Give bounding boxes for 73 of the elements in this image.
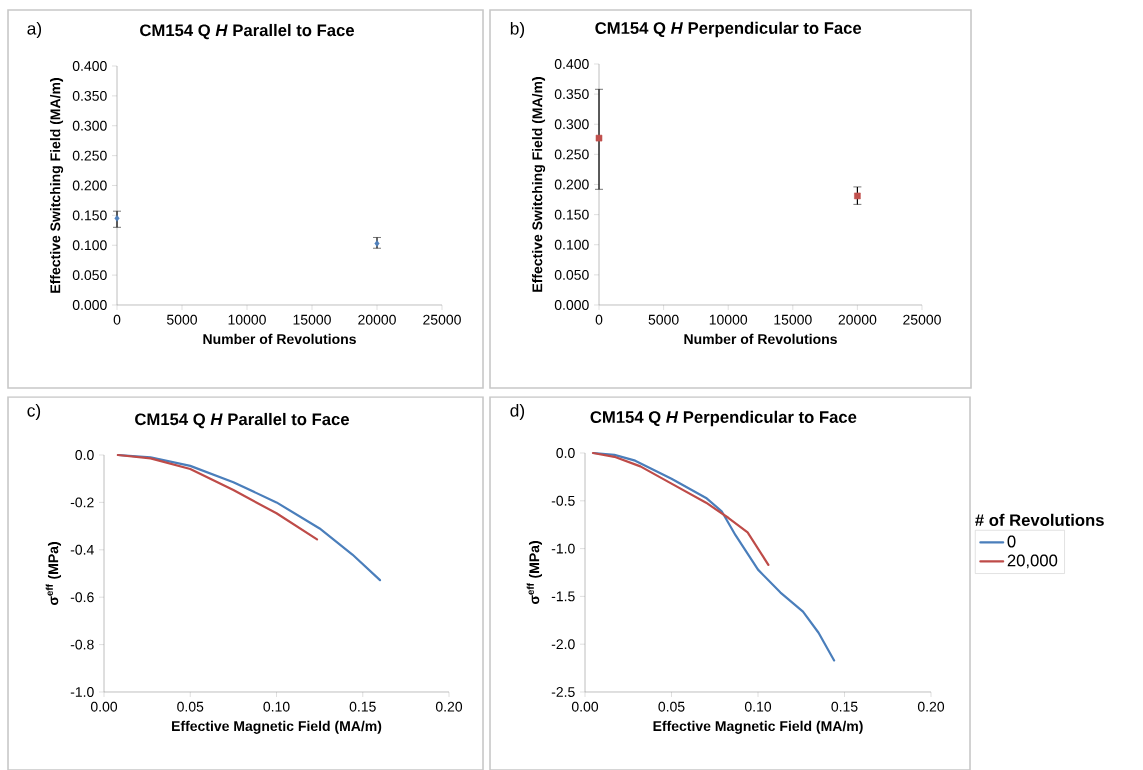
y-tick-label: 0.200 bbox=[554, 179, 589, 190]
text: b) bbox=[510, 21, 525, 39]
y-axis-title: Effective Switching Field (MA/m) bbox=[532, 77, 546, 292]
y-tick-label: 0.100 bbox=[72, 240, 107, 251]
x-tick-label: 0.20 bbox=[917, 701, 945, 712]
y-tick-label: -0.2 bbox=[70, 497, 94, 508]
y-tick-label: -1.0 bbox=[70, 687, 94, 697]
x-tick-label: 0 bbox=[113, 314, 121, 325]
y-tick-label: -0.6 bbox=[70, 592, 94, 603]
x-tick-label: 20000 bbox=[838, 314, 877, 325]
x-tick-label: 5000 bbox=[648, 314, 679, 325]
y-tick-label: -2.5 bbox=[551, 687, 575, 697]
y-tick-label: 0.300 bbox=[554, 119, 589, 130]
x-tick-label: 20000 bbox=[358, 314, 396, 325]
x-tick-label: 0.05 bbox=[177, 701, 204, 712]
x-tick-label: 25000 bbox=[423, 314, 461, 325]
x-tick-label: 5000 bbox=[167, 314, 198, 325]
y-tick-label: -0.5 bbox=[551, 495, 575, 506]
chart-title: CM154 Q H Perpendicular to Face bbox=[595, 21, 862, 38]
y-tick-label: 0.250 bbox=[554, 149, 589, 160]
x-axis-title: Effective Magnetic Field (MA/m) bbox=[653, 720, 863, 734]
y-tick-label: -0.4 bbox=[70, 544, 94, 555]
y-tick-label: -2.0 bbox=[551, 639, 575, 650]
chart-title: CM154 Q H Parallel to Face bbox=[135, 412, 350, 429]
y-tick-label: -1.5 bbox=[551, 591, 575, 602]
legend-title: # of Revolutions bbox=[975, 513, 1104, 527]
y-tick-label: 0.150 bbox=[72, 210, 107, 221]
y-axis-title: σ$^{eff}$ (MPa) bbox=[526, 541, 543, 605]
x-tick-label: 10000 bbox=[709, 314, 748, 325]
y-tick-label: -0.8 bbox=[70, 639, 94, 650]
line-series bbox=[591, 451, 770, 566]
text: c) bbox=[27, 403, 41, 421]
x-tick-label: 0.20 bbox=[435, 701, 463, 712]
y-tick-label: 0.050 bbox=[554, 269, 589, 280]
x-tick-label: 0.05 bbox=[658, 701, 685, 712]
y-tick-label: 0.300 bbox=[72, 120, 107, 131]
legend-label: 0 bbox=[1007, 535, 1016, 548]
line-series bbox=[116, 453, 319, 541]
y-axis-title: Effective Switching Field (MA/m) bbox=[50, 78, 64, 293]
y-tick-label: 0.0 bbox=[556, 448, 575, 458]
y-tick-label: 0.000 bbox=[72, 300, 107, 310]
y-tick-label: 0.400 bbox=[72, 61, 107, 71]
y-tick-label: 0.200 bbox=[72, 180, 107, 191]
x-tick-label: 25000 bbox=[903, 314, 941, 325]
y-tick-label: 0.250 bbox=[72, 150, 107, 161]
x-tick-label: 0 bbox=[595, 314, 603, 325]
x-axis-title: Number of Revolutions bbox=[684, 333, 837, 345]
y-tick-label: 0.350 bbox=[72, 90, 107, 101]
y-tick-label: 0.350 bbox=[554, 89, 589, 100]
y-tick-label: 0.150 bbox=[554, 209, 589, 220]
x-tick-label: 0.10 bbox=[263, 701, 290, 712]
x-tick-label: 0.15 bbox=[349, 701, 376, 712]
x-tick-label: 15000 bbox=[774, 314, 812, 325]
y-axis-title: σ$^{eff}$ (MPa) bbox=[45, 542, 62, 606]
y-tick-label: 0.000 bbox=[554, 300, 589, 310]
x-tick-label: 0.15 bbox=[831, 701, 858, 712]
text: d) bbox=[510, 403, 525, 421]
text: a) bbox=[27, 21, 42, 39]
x-tick-label: 15000 bbox=[293, 314, 331, 325]
y-tick-label: 0.0 bbox=[75, 450, 94, 460]
x-axis-title: Number of Revolutions bbox=[203, 333, 356, 345]
y-tick-label: 0.050 bbox=[72, 270, 107, 281]
chart-title: CM154 Q H Perpendicular to Face bbox=[590, 410, 857, 427]
x-tick-label: 10000 bbox=[228, 314, 266, 325]
x-tick-label: 0.00 bbox=[571, 701, 599, 712]
chart-title: CM154 Q H Parallel to Face bbox=[140, 23, 355, 40]
y-tick-label: 0.400 bbox=[554, 59, 589, 69]
y-tick-label: 0.100 bbox=[554, 239, 589, 250]
legend-label: 20,000 bbox=[1007, 554, 1058, 569]
x-tick-label: 0.00 bbox=[90, 701, 118, 712]
x-axis-title: Effective Magnetic Field (MA/m) bbox=[172, 720, 382, 734]
y-tick-label: -1.0 bbox=[551, 543, 575, 554]
x-tick-label: 0.10 bbox=[744, 701, 772, 712]
